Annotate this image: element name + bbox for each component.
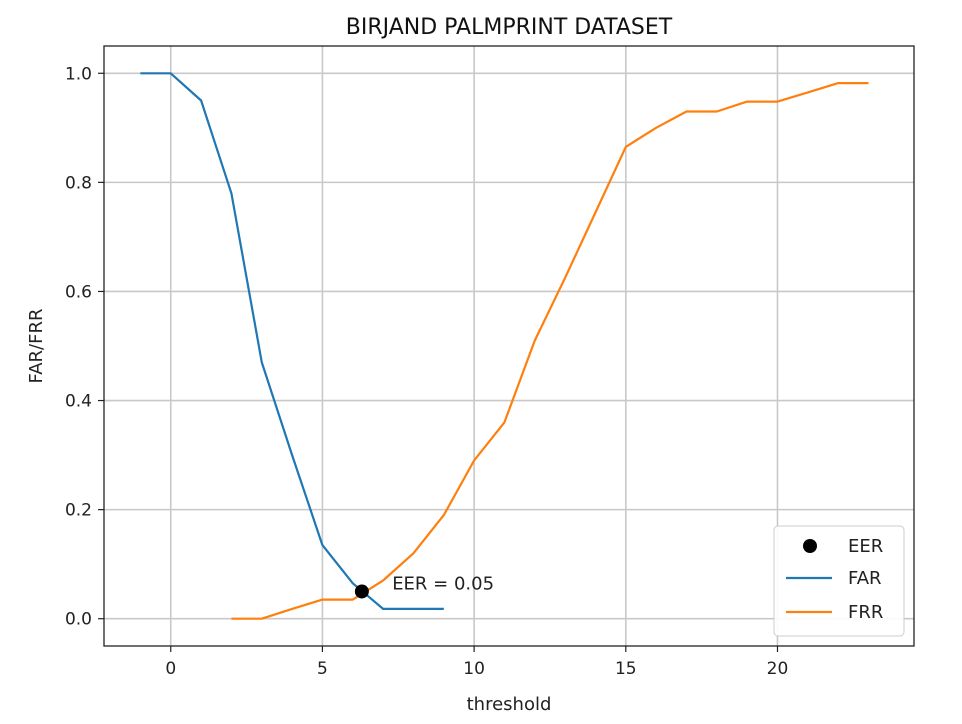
legend-far-label: FAR [848, 568, 882, 589]
y-tick-label: 1.0 [65, 64, 92, 84]
series-layer [140, 72, 869, 620]
legend-eer-label: EER [848, 536, 883, 557]
legend-box [773, 525, 905, 637]
y-tick-label: 0.0 [65, 610, 92, 630]
plot-frame [103, 45, 915, 647]
legend: EER FAR FRR [773, 525, 905, 637]
y-tick-label: 0.2 [65, 501, 92, 521]
x-tick-label: 15 [615, 659, 637, 679]
legend-frr-label: FRR [848, 602, 883, 623]
y-tick-label: 0.4 [65, 392, 92, 412]
x-tick-label: 20 [767, 659, 789, 679]
x-tick-label: 0 [165, 659, 176, 679]
legend-eer-marker [803, 539, 817, 553]
y-tick-label: 0.6 [65, 282, 92, 302]
x-tick-label: 5 [317, 659, 328, 679]
series-line-frr [231, 81, 869, 620]
x-tick-label: 10 [463, 659, 485, 679]
eer-point [354, 584, 369, 599]
eer-annotation: EER = 0.05 [392, 573, 494, 594]
y-axis-label: FAR/FRR [26, 309, 47, 384]
x-axis-label: threshold [467, 694, 552, 715]
ticks: 0 5 10 15 20 0.0 0.2 0.4 0.6 0.8 1.0 [65, 64, 788, 679]
y-tick-label: 0.8 [65, 173, 92, 193]
chart-title: BIRJAND PALMPRINT DATASET [346, 15, 673, 40]
grid [104, 46, 914, 646]
